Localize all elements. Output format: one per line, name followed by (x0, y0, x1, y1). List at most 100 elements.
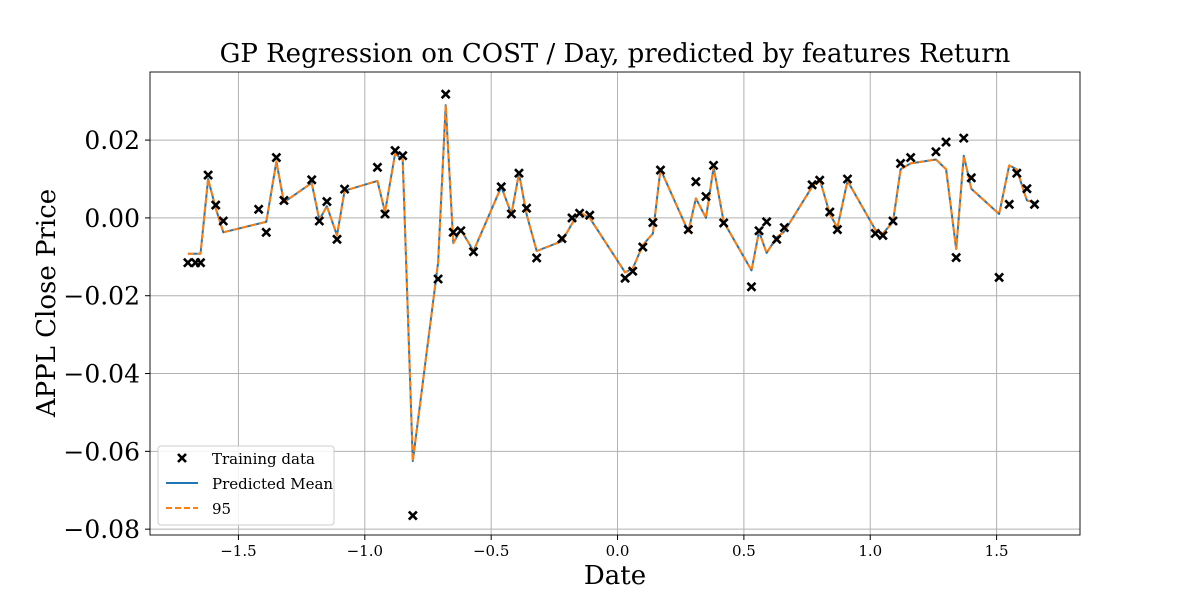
training-point (557, 233, 567, 244)
training-point (218, 216, 229, 226)
training-point-stroke (253, 204, 264, 215)
training-point (397, 150, 408, 161)
training-point-stroke (203, 170, 214, 181)
y-tick-label: −0.02 (63, 282, 140, 311)
training-point (683, 224, 694, 235)
training-point-stroke (888, 216, 898, 226)
training-point-stroke (905, 152, 916, 163)
training-point (372, 162, 383, 173)
training-point (931, 146, 941, 157)
training-point (807, 179, 818, 190)
training-point (958, 133, 969, 144)
x-tick-label: 0.5 (732, 542, 756, 560)
axis-ticks: −1.5 −1.0 −0.5 0.0 0.5 1.0 1.5 −0.08 −0.06 −0.04 −… (63, 126, 1008, 560)
training-point-stroke (448, 227, 459, 238)
confidence-95-line (187, 104, 1035, 463)
y-tick-label: −0.04 (63, 360, 140, 389)
training-point (455, 225, 466, 236)
training-point-stroke (870, 228, 881, 239)
training-point (637, 242, 648, 253)
legend-training-label: Training data (212, 450, 315, 468)
y-axis-label: APPL Close Price (32, 189, 62, 418)
training-point (701, 191, 711, 202)
training-point-stroke (824, 207, 835, 217)
training-point (261, 227, 272, 238)
legend-mean-label: Predicted Mean (212, 475, 333, 493)
training-point-stroke (314, 216, 325, 226)
training-point-stroke (279, 195, 289, 206)
training-point (779, 222, 790, 233)
x-tick-label: 0.0 (606, 542, 630, 560)
training-point-stroke (574, 208, 585, 219)
training-point (433, 274, 444, 284)
training-point (253, 204, 264, 215)
training-point-stroke (832, 224, 843, 235)
training-point (574, 208, 585, 219)
training-point (994, 272, 1005, 283)
y-tick-label: 0.02 (84, 126, 140, 155)
training-point-stroke (655, 165, 666, 175)
training-point (746, 281, 757, 292)
training-point (584, 210, 595, 221)
x-axis-label: Date (584, 561, 646, 591)
legend-training-marker (177, 453, 187, 463)
training-point-stroke (931, 146, 941, 157)
training-point (182, 257, 193, 268)
training-point (870, 228, 881, 239)
training-point (627, 266, 638, 277)
training-point-stroke (966, 172, 977, 183)
training-point-stroke (807, 179, 818, 190)
training-point-stroke (994, 272, 1005, 283)
legend-band-label: 95 (212, 500, 231, 518)
training-point-stroke (397, 150, 408, 161)
training-point (321, 196, 332, 207)
training-point-stroke (433, 274, 444, 284)
training-point-stroke (1022, 183, 1032, 194)
training-point (332, 234, 342, 245)
training-point (380, 209, 390, 219)
training-point (814, 175, 825, 186)
training-point (390, 145, 401, 156)
training-point-stroke (567, 212, 577, 223)
training-point-stroke (440, 89, 451, 100)
training-point (210, 200, 221, 210)
training-point-stroke (218, 216, 229, 226)
training-point (771, 234, 782, 245)
chart-title: GP Regression on COST / Day, predicted b… (220, 39, 1011, 69)
training-point-stroke (627, 266, 638, 277)
legend-box (157, 445, 335, 526)
training-point (314, 216, 325, 226)
training-point (941, 137, 951, 147)
training-point (832, 224, 843, 235)
training-point-stroke (754, 225, 764, 236)
training-point-stroke (514, 168, 524, 179)
training-point (531, 253, 542, 263)
training-point-stroke (407, 510, 418, 521)
training-point (647, 217, 658, 228)
training-point (824, 207, 835, 217)
training-point-stroke (332, 234, 342, 245)
training-point-stroke (842, 174, 853, 184)
training-point (620, 273, 631, 284)
training-point (195, 257, 206, 268)
x-tick-label: −0.5 (473, 542, 509, 560)
training-point (279, 195, 289, 206)
training-point-stroke (455, 225, 466, 236)
training-point-stroke (620, 273, 631, 284)
training-point-stroke (746, 281, 757, 292)
y-tick-label: −0.06 (63, 437, 140, 466)
training-point-stroke (895, 158, 906, 169)
training-point-stroke (339, 184, 350, 195)
training-point-stroke (531, 253, 542, 263)
training-point (496, 181, 507, 192)
training-point-stroke (683, 224, 694, 235)
training-point-stroke (779, 222, 790, 233)
y-tick-label: −0.08 (63, 515, 140, 544)
training-point-stroke (701, 191, 711, 202)
training-point-stroke (372, 162, 383, 173)
x-tick-label: 1.0 (858, 542, 882, 560)
training-point-stroke (958, 133, 969, 144)
training-point-stroke (1004, 199, 1015, 210)
training-point-stroke (390, 145, 401, 156)
training-point (708, 160, 719, 171)
